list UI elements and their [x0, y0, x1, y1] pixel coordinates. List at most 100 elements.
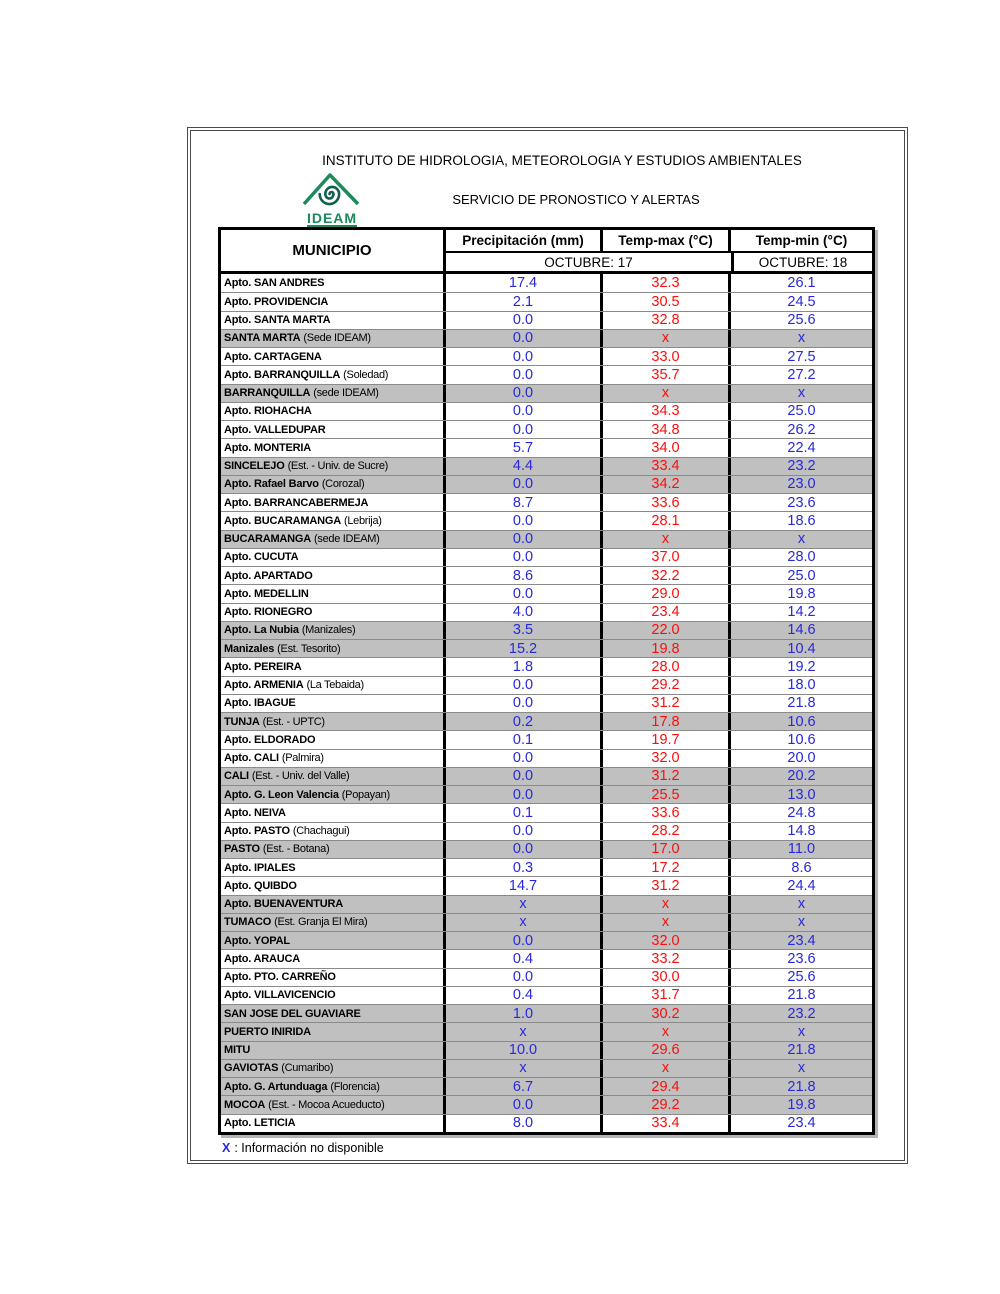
- municipio-note: (sede IDEAM): [313, 387, 379, 400]
- temp-max-value: 30.0: [603, 968, 731, 986]
- temp-max-value: 29.4: [603, 1078, 731, 1096]
- municipio-name: Apto. VILLAVICENCIO: [224, 989, 336, 1002]
- temp-max-value: 30.2: [603, 1005, 731, 1023]
- municipio-name: Apto. CALI: [224, 752, 279, 765]
- municipio-cell: GAVIOTAS (Cumaribo): [221, 1059, 446, 1077]
- municipio-cell: Apto. PASTO (Chachagui): [221, 822, 446, 840]
- table-row: Apto. PTO. CARREÑO 0.0 30.0 25.6: [221, 967, 872, 986]
- municipio-note: (Palmira): [281, 752, 324, 765]
- precipitation-value: 0.1: [446, 731, 603, 749]
- table-row: Apto. VILLAVICENCIO 0.4 31.7 21.8: [221, 985, 872, 1004]
- temp-max-value: 34.3: [603, 402, 731, 420]
- report-frame: INSTITUTO DE HIDROLOGIA, METEOROLOGIA Y …: [187, 127, 908, 1164]
- precipitation-value: 17.4: [446, 274, 603, 293]
- temp-min-value: x: [797, 914, 806, 931]
- temp-min-value: 21.8: [787, 1078, 816, 1095]
- municipio-name: TUNJA: [224, 715, 260, 728]
- table-row: GAVIOTAS (Cumaribo) x x x: [221, 1058, 872, 1077]
- municipio-name: SINCELEJO: [224, 460, 285, 473]
- municipio-name: Apto. RIOHACHA: [224, 405, 312, 418]
- municipio-name: BUCARAMANGA: [224, 533, 312, 546]
- table-row: Apto. PEREIRA 1.8 28.0 19.2: [221, 657, 872, 676]
- municipio-name: BARRANQUILLA: [224, 387, 311, 400]
- temp-min-value: 14.2: [787, 604, 816, 621]
- municipio-cell: BARRANQUILLA (sede IDEAM): [221, 384, 446, 402]
- precipitation-value: 0.0: [446, 676, 603, 694]
- precipitation-value: 0.0: [446, 548, 603, 566]
- municipio-note: (Soledad): [343, 368, 389, 381]
- table-row: Apto. SAN ANDRES 17.4 32.3 26.1: [221, 274, 872, 293]
- table-row: Apto. CALI (Palmira) 0.0 32.0 20.0: [221, 748, 872, 767]
- temp-min-value: 8.6: [791, 859, 812, 876]
- municipio-cell: PUERTO INIRIDA: [221, 1023, 446, 1041]
- municipio-note: (Popayan): [341, 788, 390, 801]
- ideam-logo-text: IDEAM: [306, 210, 358, 227]
- table-row: Apto. NEIVA 0.1 33.6 24.8: [221, 803, 872, 822]
- municipio-note: (Est. - UPTC): [262, 715, 325, 728]
- table-row: Apto. RIONEGRO 4.0 23.4 14.2: [221, 602, 872, 621]
- municipio-cell: Apto. PEREIRA: [221, 658, 446, 676]
- precipitation-value: 1.0: [446, 1005, 603, 1023]
- municipio-name: MITU: [224, 1044, 251, 1057]
- temp-min-value: 18.6: [787, 512, 816, 529]
- temp-max-value: 23.4: [603, 603, 731, 621]
- table-header-right: Precipitación (mm) Temp-max (°C) Temp-mi…: [446, 230, 872, 271]
- municipio-cell: Apto. NEIVA: [221, 804, 446, 822]
- table-row: Apto. ARMENIA (La Tebaida) 0.0 29.2 18.0: [221, 675, 872, 694]
- precipitation-value: 5.7: [446, 439, 603, 457]
- municipio-note: (Est. - Mocoa Acueducto): [268, 1098, 385, 1111]
- temp-max-value: 28.0: [603, 658, 731, 676]
- municipio-cell: Apto. RIOHACHA: [221, 402, 446, 420]
- legend-text: : Información no disponible: [234, 1141, 384, 1155]
- temp-min-value: 24.5: [787, 293, 816, 310]
- temp-min-value: 26.1: [787, 275, 816, 292]
- municipio-cell: Apto. G. Leon Valencia (Popayan): [221, 786, 446, 804]
- temp-max-value: 28.1: [603, 512, 731, 530]
- temp-min-value: x: [797, 1023, 806, 1040]
- municipio-note: (Lebrija): [343, 514, 382, 527]
- precipitation-value: x: [446, 913, 603, 931]
- temp-min-value: 10.6: [787, 731, 816, 748]
- precipitation-value: 6.7: [446, 1078, 603, 1096]
- temp-max-value: 17.2: [603, 859, 731, 877]
- precipitation-value: x: [446, 1023, 603, 1041]
- municipio-cell: Apto. IPIALES: [221, 859, 446, 877]
- legend: X: Información no disponible: [222, 1141, 384, 1155]
- precipitation-value: 0.0: [446, 1096, 603, 1114]
- municipio-cell: Apto. La Nubia (Manizales): [221, 621, 446, 639]
- date-header-octubre-17: OCTUBRE: 17: [446, 253, 734, 271]
- col-header-temp-min: Temp-min (°C): [755, 233, 848, 249]
- table-row: Apto. RIOHACHA 0.0 34.3 25.0: [221, 401, 872, 420]
- hurricane-spiral-icon: [318, 185, 341, 206]
- temp-min-value: 11.0: [787, 841, 816, 858]
- temp-max-value: 34.8: [603, 421, 731, 439]
- municipio-note: (sede IDEAM): [314, 533, 380, 546]
- col-header-temp-max: Temp-max (°C): [603, 230, 731, 252]
- municipio-note: (Cumaribo): [281, 1062, 334, 1075]
- table-row: Apto. YOPAL 0.0 32.0 23.4: [221, 931, 872, 950]
- municipio-cell: Apto. ARAUCA: [221, 950, 446, 968]
- municipio-cell: TUMACO (Est. Granja El Mira): [221, 913, 446, 931]
- table-row: Apto. MEDELLIN 0.0 29.0 19.8: [221, 584, 872, 603]
- ideam-logo-graphic: [302, 173, 360, 206]
- municipio-name: Apto. APARTADO: [224, 569, 313, 582]
- table-row: Apto. CARTAGENA 0.0 33.0 27.5: [221, 347, 872, 366]
- temp-min-value: 24.8: [787, 804, 816, 821]
- table-row: Apto. BARRANQUILLA (Soledad) 0.0 35.7 27.2: [221, 365, 872, 384]
- municipio-name: Apto. BARRANQUILLA: [224, 368, 341, 381]
- municipio-name: Apto. MEDELLIN: [224, 587, 309, 600]
- table-row: TUMACO (Est. Granja El Mira) x x x: [221, 912, 872, 931]
- municipio-name: Apto. NEIVA: [224, 806, 286, 819]
- municipio-name: Apto. ARAUCA: [224, 952, 301, 965]
- table-row: MITU 10.0 29.6 21.8: [221, 1040, 872, 1059]
- temp-min-value: 25.6: [787, 969, 816, 986]
- municipio-note: (La Tebaida): [306, 679, 364, 692]
- table-row: Apto. Rafael Barvo (Corozal) 0.0 34.2 23.0: [221, 474, 872, 493]
- temp-min-value: 14.8: [787, 823, 816, 840]
- temp-max-value: x: [603, 895, 731, 913]
- municipio-name: Apto. YOPAL: [224, 934, 290, 947]
- table-row: MOCOA (Est. - Mocoa Acueducto) 0.0 29.2 19.8: [221, 1095, 872, 1114]
- municipio-cell: MOCOA (Est. - Mocoa Acueducto): [221, 1096, 446, 1114]
- precipitation-value: 0.0: [446, 348, 603, 366]
- table-row: PASTO (Est. - Botana) 0.0 17.0 11.0: [221, 839, 872, 858]
